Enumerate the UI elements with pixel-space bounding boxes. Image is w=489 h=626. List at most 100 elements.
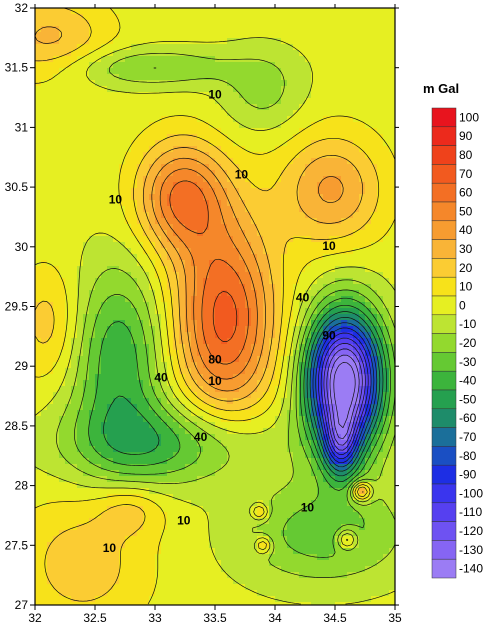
contour-cell — [365, 332, 372, 339]
contour-cell — [47, 440, 54, 447]
contour-cell — [377, 26, 384, 33]
contour-cell — [185, 356, 192, 363]
contour-cell — [77, 368, 84, 375]
contour-cell — [389, 38, 396, 45]
contour-cell — [83, 410, 90, 417]
contour-cell — [257, 68, 264, 75]
contour-cell — [173, 74, 180, 81]
contour-cell — [251, 38, 258, 45]
contour-cell — [83, 80, 90, 87]
contour-cell — [131, 428, 138, 435]
contour-cell — [95, 332, 102, 339]
contour-cell — [47, 170, 54, 177]
contour-cell — [107, 182, 114, 189]
contour-cell — [203, 482, 210, 489]
contour-cell — [227, 8, 234, 15]
contour-cell — [179, 266, 186, 273]
contour-cell — [341, 290, 348, 297]
contour-cell — [299, 368, 306, 375]
contour-cell — [209, 230, 216, 237]
contour-cell — [251, 212, 258, 219]
contour-cell — [383, 452, 390, 459]
contour-cell — [137, 500, 144, 507]
contour-cell — [383, 128, 390, 135]
contour-cell — [383, 116, 390, 123]
contour-cell — [221, 152, 228, 159]
contour-cell — [77, 320, 84, 327]
contour-cell — [125, 260, 132, 267]
contour-cell — [299, 326, 306, 333]
contour-cell — [101, 176, 108, 183]
contour-cell — [329, 440, 336, 447]
contour-cell — [53, 14, 60, 21]
contour-cell — [299, 116, 306, 123]
contour-cell — [359, 356, 366, 363]
contour-cell — [275, 308, 282, 315]
contour-cell — [95, 416, 102, 423]
contour-cell — [293, 356, 300, 363]
contour-cell — [353, 254, 360, 261]
contour-cell — [149, 92, 156, 99]
contour-cell — [203, 284, 210, 291]
contour-cell — [179, 290, 186, 297]
contour-cell — [95, 380, 102, 387]
contour-cell — [101, 296, 108, 303]
contour-cell — [257, 416, 264, 423]
contour-cell — [89, 164, 96, 171]
contour-cell — [389, 290, 396, 297]
contour-cell — [323, 104, 330, 111]
contour-cell — [329, 482, 336, 489]
contour-cell — [329, 380, 336, 387]
contour-cell — [383, 164, 390, 171]
contour-cell — [329, 200, 336, 207]
contour-cell — [341, 494, 348, 501]
contour-cell — [41, 152, 48, 159]
contour-cell — [173, 416, 180, 423]
contour-cell — [77, 14, 84, 21]
contour-cell — [161, 68, 168, 75]
contour-cell — [389, 242, 396, 249]
contour-cell — [251, 404, 258, 411]
contour-cell — [377, 140, 384, 147]
contour-cell — [245, 164, 252, 171]
contour-cell — [233, 158, 240, 165]
contour-cell — [323, 86, 330, 93]
contour-cell — [95, 254, 102, 261]
contour-cell — [179, 458, 186, 465]
contour-cell — [347, 212, 354, 219]
contour-cell — [365, 260, 372, 267]
contour-cell — [251, 44, 258, 51]
contour-cell — [305, 164, 312, 171]
contour-cell — [359, 206, 366, 213]
contour-cell — [149, 278, 156, 285]
contour-cell — [131, 116, 138, 123]
contour-cell — [119, 98, 126, 105]
contour-cell — [233, 218, 240, 225]
contour-cell — [71, 38, 78, 45]
contour-cell — [107, 146, 114, 153]
contour-cell — [335, 422, 342, 429]
contour-cell — [299, 236, 306, 243]
contour-cell — [257, 446, 264, 453]
contour-cell — [59, 110, 66, 117]
contour-cell — [317, 314, 324, 321]
contour-cell — [209, 50, 216, 57]
contour-cell — [377, 146, 384, 153]
contour-cell — [143, 146, 150, 153]
contour-cell — [317, 200, 324, 207]
contour-cell — [365, 50, 372, 57]
contour-cell — [377, 254, 384, 261]
contour-cell — [137, 80, 144, 87]
contour-cell — [47, 362, 54, 369]
contour-cell — [347, 176, 354, 183]
contour-cell — [107, 176, 114, 183]
contour-cell — [143, 152, 150, 159]
contour-cell — [359, 140, 366, 147]
contour-cell — [113, 62, 120, 69]
contour-cell — [281, 398, 288, 405]
contour-cell — [77, 434, 84, 441]
contour-cell — [149, 314, 156, 321]
contour-cell — [245, 104, 252, 111]
contour-cell — [203, 368, 210, 375]
contour-cell — [323, 56, 330, 63]
